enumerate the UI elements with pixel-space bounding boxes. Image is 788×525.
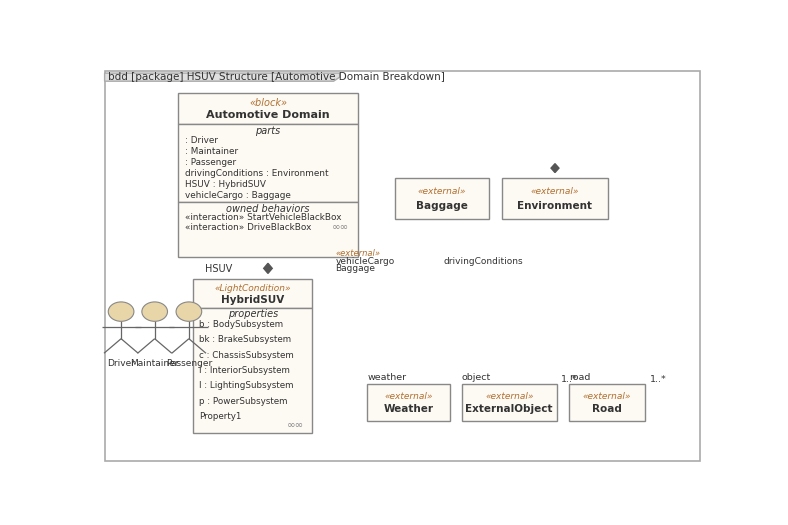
- Text: «interaction» StartVehicleBlackBox: «interaction» StartVehicleBlackBox: [185, 213, 342, 222]
- Text: HSUV: HSUV: [206, 264, 232, 274]
- Text: Environment: Environment: [518, 201, 593, 211]
- FancyBboxPatch shape: [502, 178, 608, 218]
- Ellipse shape: [176, 302, 202, 321]
- Text: properties: properties: [228, 309, 278, 319]
- Text: : Passenger: : Passenger: [185, 158, 236, 167]
- Text: «external»: «external»: [336, 249, 381, 258]
- Text: bk : BrakeSubsystem: bk : BrakeSubsystem: [199, 335, 292, 344]
- Text: vehicleCargo: vehicleCargo: [336, 257, 395, 266]
- Text: Baggage: Baggage: [416, 201, 468, 211]
- Text: : Driver: : Driver: [185, 136, 218, 145]
- Polygon shape: [551, 164, 559, 173]
- Text: object: object: [462, 373, 491, 382]
- FancyBboxPatch shape: [105, 71, 700, 461]
- Text: HybridSUV: HybridSUV: [221, 295, 284, 304]
- Ellipse shape: [142, 302, 168, 321]
- Text: Baggage: Baggage: [336, 264, 375, 273]
- Polygon shape: [105, 73, 340, 81]
- Text: Property1: Property1: [199, 412, 242, 421]
- Text: c : ChassisSubsystem: c : ChassisSubsystem: [199, 351, 294, 360]
- Text: «external»: «external»: [485, 392, 533, 401]
- FancyBboxPatch shape: [178, 123, 358, 203]
- Text: «external»: «external»: [418, 187, 466, 196]
- Text: Automotive Domain: Automotive Domain: [206, 110, 330, 120]
- Text: «block»: «block»: [249, 98, 287, 108]
- Text: Road: Road: [592, 404, 622, 414]
- Text: bdd [package] HSUV Structure [Automotive Domain Breakdown]: bdd [package] HSUV Structure [Automotive…: [108, 72, 445, 82]
- Polygon shape: [264, 264, 272, 274]
- Text: «interaction» DriveBlackBox: «interaction» DriveBlackBox: [185, 224, 311, 233]
- Text: owned behaviors: owned behaviors: [226, 204, 310, 214]
- Text: ∞∞: ∞∞: [333, 223, 350, 233]
- FancyBboxPatch shape: [395, 178, 489, 218]
- Text: parts: parts: [255, 126, 281, 136]
- Text: i : InteriorSubsystem: i : InteriorSubsystem: [199, 366, 290, 375]
- Text: «external»: «external»: [582, 392, 631, 401]
- Ellipse shape: [108, 302, 134, 321]
- Text: road: road: [569, 373, 590, 382]
- FancyBboxPatch shape: [462, 384, 556, 421]
- Text: Maintainer: Maintainer: [131, 359, 179, 368]
- Text: drivingConditions : Environment: drivingConditions : Environment: [185, 169, 329, 178]
- Text: 1..*: 1..*: [650, 375, 667, 384]
- FancyBboxPatch shape: [178, 203, 358, 257]
- Text: Weather: Weather: [384, 404, 433, 414]
- Text: «external»: «external»: [385, 392, 433, 401]
- Text: 1..*: 1..*: [561, 375, 578, 384]
- Text: : Maintainer: : Maintainer: [185, 147, 238, 156]
- FancyBboxPatch shape: [367, 384, 450, 421]
- Text: drivingConditions: drivingConditions: [444, 257, 523, 266]
- Text: HSUV : HybridSUV: HSUV : HybridSUV: [185, 180, 266, 189]
- FancyBboxPatch shape: [569, 384, 645, 421]
- Text: weather: weather: [367, 373, 407, 382]
- FancyBboxPatch shape: [193, 308, 312, 433]
- Text: ∞∞: ∞∞: [287, 420, 303, 430]
- FancyBboxPatch shape: [178, 93, 358, 123]
- Text: l : LightingSubsystem: l : LightingSubsystem: [199, 382, 294, 391]
- Text: ExternalObject: ExternalObject: [466, 404, 553, 414]
- Text: «LightCondition»: «LightCondition»: [214, 284, 291, 293]
- FancyBboxPatch shape: [193, 279, 312, 308]
- Text: Driver: Driver: [107, 359, 135, 368]
- Text: b : BodySubsystem: b : BodySubsystem: [199, 320, 284, 329]
- Text: «external»: «external»: [531, 187, 579, 196]
- Text: Passenger: Passenger: [165, 359, 212, 368]
- Text: p : PowerSubsystem: p : PowerSubsystem: [199, 397, 288, 406]
- Text: vehicleCargo : Baggage: vehicleCargo : Baggage: [185, 191, 291, 200]
